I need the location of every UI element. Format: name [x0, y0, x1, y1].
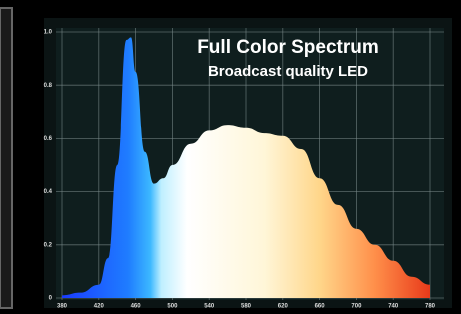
y-tick-label: 0.2: [44, 242, 53, 248]
x-tick-label: 380: [57, 304, 68, 310]
chart-title: Full Color Spectrum: [197, 37, 379, 58]
x-tick-label: 660: [315, 304, 326, 310]
y-tick-label: 0.6: [44, 136, 53, 142]
x-tick-label: 780: [425, 304, 436, 310]
chart: 00.20.40.60.81.0380420460500540580620660…: [0, 0, 461, 314]
y-tick-label: 1.0: [44, 30, 53, 36]
x-tick-label: 700: [351, 304, 362, 310]
x-tick-label: 740: [388, 304, 399, 310]
x-tick-label: 540: [204, 304, 215, 310]
chart-subtitle: Broadcast quality LED: [208, 63, 368, 80]
y-tick-label: 0.4: [44, 189, 53, 195]
x-tick-label: 620: [278, 304, 289, 310]
y-tick-label: 0.8: [44, 83, 53, 89]
x-tick-label: 460: [131, 304, 142, 310]
x-tick-label: 500: [167, 304, 178, 310]
x-tick-label: 580: [241, 304, 252, 310]
side-panel: [0, 8, 12, 308]
x-tick-label: 420: [94, 304, 105, 310]
